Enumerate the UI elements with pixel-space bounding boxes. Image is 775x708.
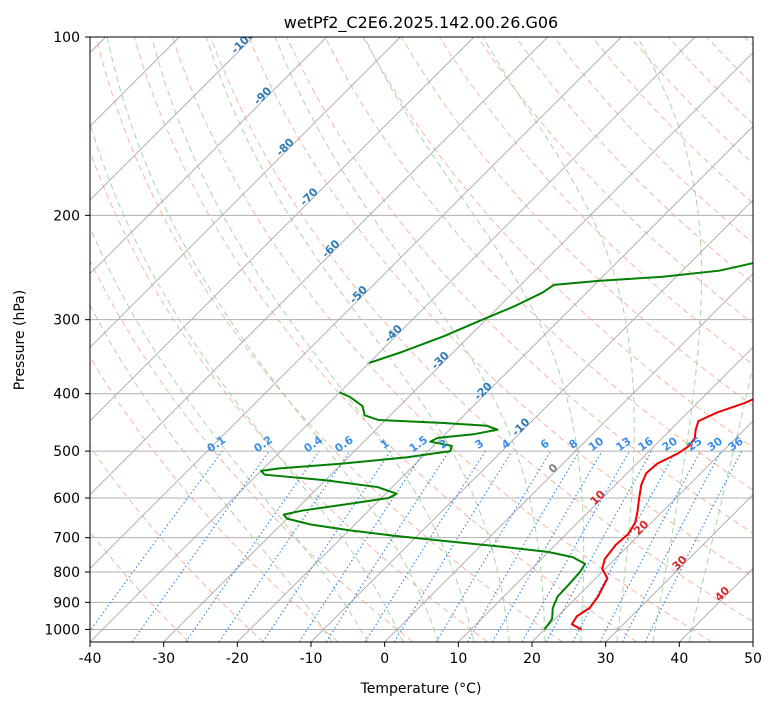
isotherm-line	[90, 37, 696, 642]
mixing-ratio-lines	[90, 450, 743, 642]
isotherm-line	[237, 125, 753, 642]
y-axis-ticks: 100 200 300 400 500 600 700 800 900 1000	[44, 30, 90, 638]
dewpoint-line	[368, 262, 753, 364]
x-axis-title: Temperature (°C)	[360, 681, 482, 697]
x-tick-label: -30	[152, 651, 175, 667]
dry-adiabat-line	[90, 445, 264, 642]
mixing-ratio-line	[521, 450, 631, 642]
isotherms	[90, 37, 753, 642]
y-tick-label: 800	[53, 565, 80, 581]
x-tick-label: 30	[597, 651, 615, 667]
moist-adiabat-line	[90, 121, 404, 642]
isotherm-line	[90, 37, 548, 496]
x-tick-label: -10	[300, 651, 323, 667]
dry-adiabat-line	[171, 37, 712, 642]
y-tick-label: 400	[53, 387, 80, 403]
isotherm-line	[531, 420, 753, 642]
y-tick-label: 500	[53, 444, 80, 460]
isotherm-line	[163, 52, 753, 642]
y-tick-label: 300	[53, 313, 80, 329]
mixing-ratio-line	[572, 450, 677, 642]
moist-adiabat-line	[363, 37, 585, 642]
mixing-ratio-line	[218, 450, 351, 642]
isotherm-line	[90, 37, 622, 569]
isotherm-line	[310, 199, 753, 642]
isotherm-line	[384, 273, 753, 642]
moist-adiabat-line	[106, 37, 440, 642]
y-tick-label: 200	[53, 208, 80, 224]
moist-adiabat-line	[90, 303, 333, 642]
dry-adiabat-line	[90, 259, 414, 642]
x-tick-label: -40	[79, 651, 102, 667]
plot-frame	[89, 36, 754, 643]
x-tick-label: 10	[449, 651, 467, 667]
mixing-ratio-line	[262, 450, 392, 642]
moist-adiabat-line	[151, 37, 475, 642]
y-tick-label: 100	[53, 30, 80, 46]
dry-adiabat-line	[95, 37, 563, 642]
dry-adiabat-line	[133, 37, 638, 642]
isotherm-line	[458, 346, 753, 642]
pressure-gridlines	[90, 36, 753, 630]
plot-area: 0.1 0.2 0.4 0.6 1 1.5 2 3 4 6 8 10 13 16 20 25 30 36-100-…	[90, 37, 753, 642]
dry-adiabat-line	[515, 37, 753, 284]
dry-adiabats	[90, 37, 753, 642]
isotherm-line	[605, 494, 753, 642]
mixing-ratio-line	[90, 450, 223, 632]
y-tick-label: 1000	[44, 622, 80, 638]
x-tick-label: 0	[380, 651, 389, 667]
isotherm-line	[90, 37, 475, 422]
moist-adiabat-line	[274, 37, 546, 642]
moist-adiabat-line	[90, 226, 369, 642]
dry-adiabat-line	[286, 37, 753, 534]
dry-adiabat-line	[210, 37, 753, 623]
mixing-ratio-line	[185, 450, 320, 642]
mixing-ratio-line	[393, 450, 513, 642]
moist-adiabat-line	[637, 37, 703, 642]
moist-adiabat-line	[482, 37, 635, 642]
temperature-line	[570, 398, 753, 631]
y-axis-title: Pressure (hPa)	[12, 290, 28, 390]
x-tick-label: 20	[523, 651, 541, 667]
dry-adiabat-line	[324, 37, 753, 491]
dry-adiabat-line	[90, 356, 339, 642]
x-tick-label: 50	[744, 651, 762, 667]
isotherm-line	[90, 37, 327, 275]
moist-adiabats	[90, 37, 753, 642]
isotherm-line	[90, 37, 254, 201]
y-tick-label: 600	[53, 491, 80, 507]
mixing-ratio-line	[131, 450, 270, 642]
x-tick-label: 40	[670, 651, 688, 667]
chart-title: wetPf2_C2E6.2025.142.00.26.G06	[284, 13, 558, 33]
mixing-ratio-line	[545, 450, 653, 642]
mixing-ratio-line	[644, 450, 743, 642]
moist-adiabat-line	[205, 37, 510, 642]
x-tick-label: -20	[226, 651, 249, 667]
y-tick-label: 900	[53, 595, 80, 611]
x-axis-ticks: -40 -30 -20 -10 0 10 20 30 40 50	[79, 642, 762, 667]
moist-adiabat-line	[688, 363, 753, 642]
y-tick-label: 700	[53, 531, 80, 547]
isotherm-line	[90, 37, 401, 348]
dewpoint-line	[260, 391, 587, 631]
dry-adiabat-line	[248, 37, 753, 578]
sounding-series	[260, 262, 753, 631]
mixing-ratio-line	[325, 450, 450, 642]
